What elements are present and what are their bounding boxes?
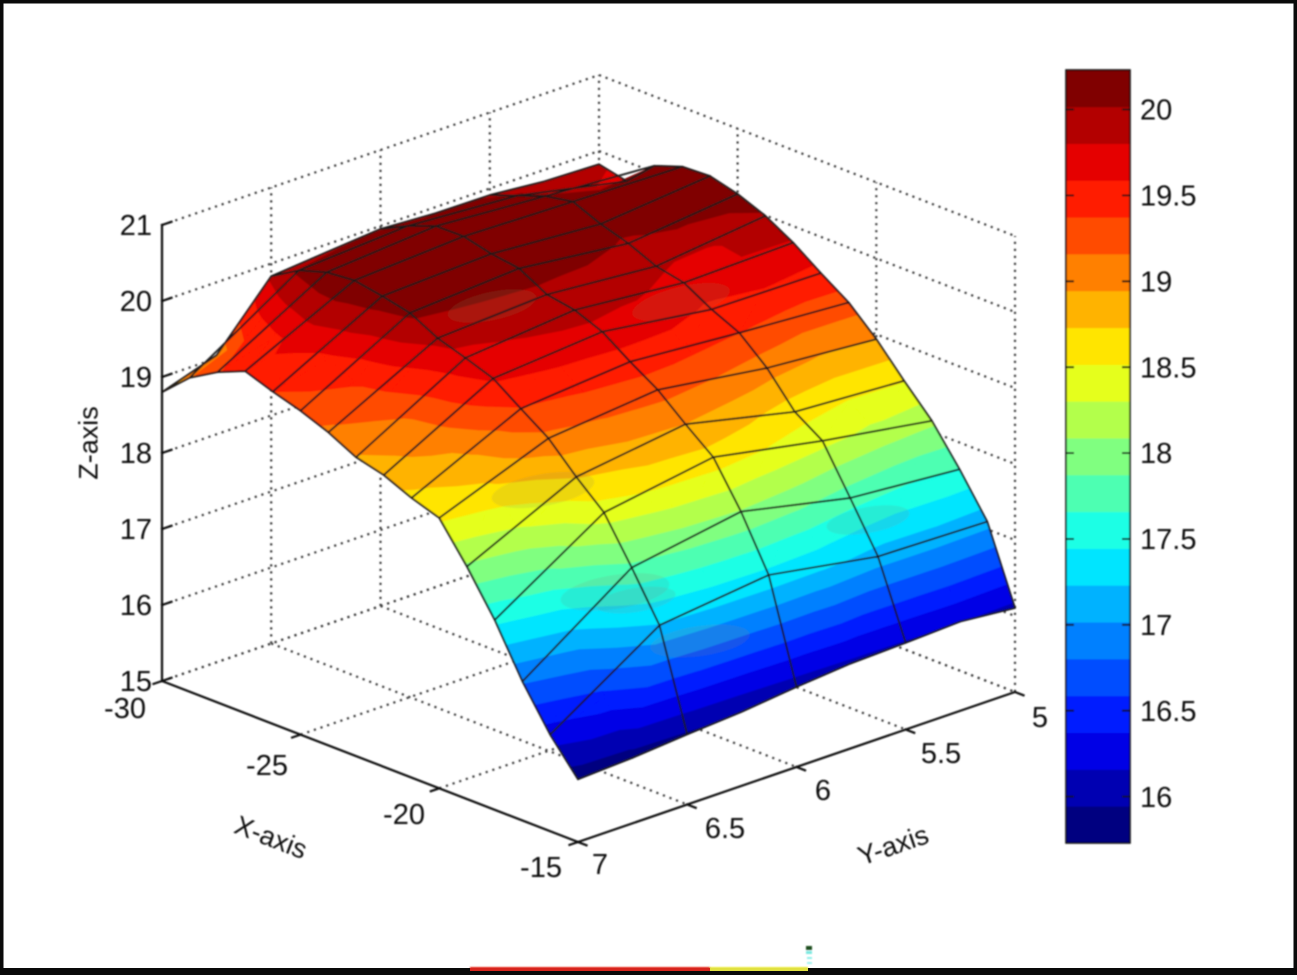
svg-text:5: 5 xyxy=(1032,702,1048,734)
svg-text:-15: -15 xyxy=(520,852,562,884)
svg-text:6.5: 6.5 xyxy=(705,813,745,845)
svg-text:-30: -30 xyxy=(104,693,146,725)
svg-text:20: 20 xyxy=(120,286,152,318)
svg-text:19: 19 xyxy=(120,362,152,394)
svg-text:Z-axis: Z-axis xyxy=(73,406,103,480)
svg-text:7: 7 xyxy=(592,849,608,881)
svg-text:16: 16 xyxy=(1140,782,1172,814)
svg-text:18: 18 xyxy=(120,438,152,470)
svg-text:17: 17 xyxy=(1140,610,1172,642)
svg-text:17: 17 xyxy=(120,514,152,546)
svg-text:21: 21 xyxy=(120,210,152,242)
svg-text:15: 15 xyxy=(120,666,152,698)
svg-text:16: 16 xyxy=(120,590,152,622)
svg-text:-20: -20 xyxy=(383,799,425,831)
svg-text:5.5: 5.5 xyxy=(921,738,961,770)
svg-text:20: 20 xyxy=(1140,95,1172,127)
svg-text:6: 6 xyxy=(815,775,831,807)
svg-text:-25: -25 xyxy=(246,750,288,782)
svg-text:16.5: 16.5 xyxy=(1140,696,1196,728)
svg-text:19: 19 xyxy=(1140,266,1172,298)
svg-text:18.5: 18.5 xyxy=(1140,352,1196,384)
svg-text:18: 18 xyxy=(1140,438,1172,470)
svg-text:19.5: 19.5 xyxy=(1140,181,1196,213)
svg-text:17.5: 17.5 xyxy=(1140,524,1196,556)
